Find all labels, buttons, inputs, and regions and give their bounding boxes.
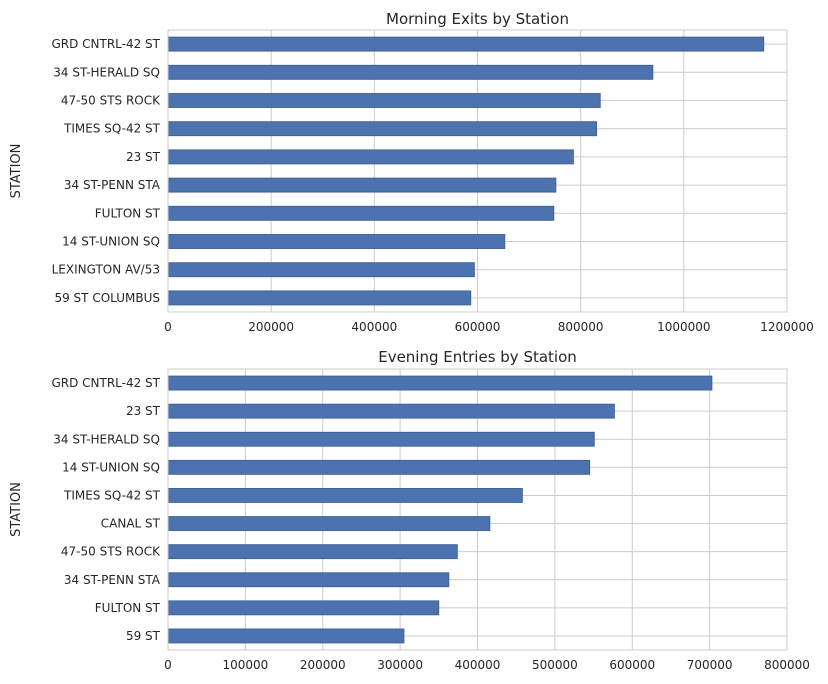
y-tick-label: 14 ST-UNION SQ: [62, 235, 160, 249]
bar: [167, 516, 491, 531]
y-tick-label: TIMES SQ-42 ST: [63, 488, 161, 502]
y-tick-label: LEXINGTON AV/53: [52, 263, 160, 277]
x-tick-label: 200000: [300, 658, 346, 672]
bar: [167, 403, 615, 419]
y-tick-label: 59 ST COLUMBUS: [54, 291, 160, 305]
bar: [167, 431, 595, 447]
y-axis-label: STATION: [9, 482, 24, 537]
bar: [167, 177, 557, 193]
bar: [167, 375, 713, 391]
x-tick-label: 800000: [558, 320, 604, 334]
bar: [167, 205, 555, 221]
x-tick-label: 0: [164, 658, 172, 672]
bar: [167, 544, 458, 560]
x-tick-label: 500000: [532, 658, 578, 672]
bar: [167, 121, 598, 137]
y-tick-label: CANAL ST: [101, 517, 161, 531]
chart-panel-1: 0 200000 400000 600000 800000 1000000 1200000 5…: [9, 10, 814, 334]
x-tick-label: 200000: [248, 320, 294, 334]
y-tick-label: 47-50 STS ROCK: [61, 94, 161, 108]
x-tick-label: 1200000: [760, 320, 813, 334]
x-tick-label: 600000: [609, 658, 655, 672]
y-tick-label: 59 ST: [126, 629, 161, 643]
y-tick-label: FULTON ST: [95, 206, 161, 220]
y-axis-label: STATION: [9, 144, 24, 199]
y-tick-label: TIMES SQ-42 ST: [63, 122, 161, 136]
x-tick-label: 300000: [377, 658, 423, 672]
bar: [167, 234, 506, 249]
y-tick-label: FULTON ST: [95, 601, 161, 615]
bar: [167, 290, 472, 306]
y-tick-label: 47-50 STS ROCK: [61, 545, 161, 559]
bar: [167, 572, 450, 588]
y-tick-label: GRD CNTRL-42 ST: [51, 37, 160, 51]
y-tick-label: 34 ST-HERALD SQ: [53, 65, 160, 79]
x-tick-label: 700000: [687, 658, 733, 672]
x-tick-label: 0: [164, 320, 172, 334]
chart-panel-2: 0 100000 200000 300000 400000 500000 600000 700…: [9, 348, 810, 672]
y-tick-label: 34 ST-PENN STA: [64, 573, 161, 587]
bar: [167, 628, 405, 644]
chart-title: Morning Exits by Station: [386, 10, 569, 28]
y-tick-label: 23 ST: [126, 404, 161, 418]
x-tick-label: 800000: [764, 658, 810, 672]
bar: [167, 64, 654, 80]
x-tick-label: 400000: [351, 320, 397, 334]
bar: [167, 459, 591, 475]
bar: [167, 149, 574, 165]
y-tick-label: 34 ST-PENN STA: [64, 178, 161, 192]
bar: [167, 262, 475, 278]
x-tick-label: 400000: [455, 658, 501, 672]
bar: [167, 600, 440, 616]
bar: [167, 36, 765, 52]
y-tick-label: 14 ST-UNION SQ: [62, 460, 160, 474]
plot-frame: [167, 29, 788, 313]
y-tick-label: GRD CNTRL-42 ST: [51, 376, 160, 390]
bar: [167, 93, 601, 108]
x-tick-label: 100000: [222, 658, 268, 672]
chart-title: Evening Entries by Station: [378, 348, 577, 366]
bar: [167, 488, 523, 503]
x-tick-label: 600000: [455, 320, 501, 334]
x-tick-label: 1000000: [657, 320, 710, 334]
y-tick-label: 34 ST-HERALD SQ: [53, 432, 160, 446]
plot-frame: [167, 368, 788, 651]
y-tick-label: 23 ST: [126, 150, 161, 164]
